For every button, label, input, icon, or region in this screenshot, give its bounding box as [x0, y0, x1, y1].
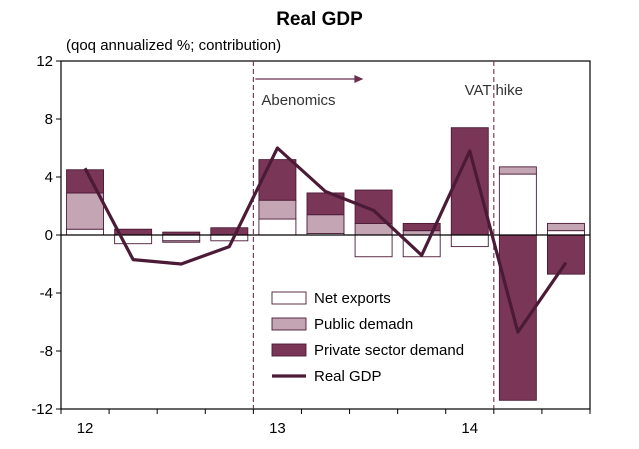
legend-label: Private sector demand [314, 342, 464, 359]
chart-subtitle: (qoq annualized %; contribution) [66, 37, 282, 54]
bar-public-demadn [498, 166, 537, 175]
bar-net-exports [258, 218, 297, 236]
bar-public-demadn [66, 192, 104, 230]
y-tick-label: -8 [40, 343, 53, 360]
legend-swatch [271, 317, 307, 331]
y-tick-label: 4 [45, 169, 53, 186]
legend-swatch [271, 291, 307, 305]
bar-private-sector-demand [402, 222, 441, 232]
y-tick-label: 0 [45, 227, 53, 244]
x-tick-label: 13 [269, 420, 286, 437]
legend-label: Net exports [314, 290, 391, 307]
bar-net-exports [66, 228, 104, 236]
bar-net-exports [547, 230, 585, 236]
bar-public-demadn [258, 199, 297, 220]
bar-public-demadn [402, 230, 441, 236]
y-tick-label: 12 [36, 53, 53, 70]
bar-net-exports [498, 173, 537, 236]
bar-public-demadn [162, 240, 201, 243]
x-tick-label: 14 [461, 420, 478, 437]
bar-net-exports [450, 234, 489, 248]
legend-swatch [271, 343, 307, 357]
bar-private-sector-demand [547, 234, 585, 275]
bar-private-sector-demand [498, 234, 537, 401]
legend-label: Real GDP [314, 368, 382, 385]
bar-public-demadn [354, 222, 393, 236]
annotation-vat-hike: VAT hike [465, 82, 523, 99]
bar-net-exports [162, 234, 201, 242]
y-tick-label: -4 [40, 285, 53, 302]
chart-title: Real GDP [276, 9, 363, 30]
bar-net-exports [354, 234, 393, 258]
annotation-abenomics: Abenomics [261, 92, 335, 109]
bar-private-sector-demand [210, 227, 249, 236]
bar-public-demadn [306, 214, 345, 234]
series-line-real-gdp [83, 146, 568, 334]
bar-net-exports [210, 234, 249, 242]
x-tick-label: 12 [77, 420, 94, 437]
bar-private-sector-demand [258, 159, 297, 201]
y-tick-label: -12 [31, 401, 53, 418]
legend-label: Public demadn [314, 316, 413, 333]
bar-public-demadn [547, 222, 585, 232]
y-tick-label: 8 [45, 111, 53, 128]
abenomics-arrow-head [354, 75, 364, 83]
